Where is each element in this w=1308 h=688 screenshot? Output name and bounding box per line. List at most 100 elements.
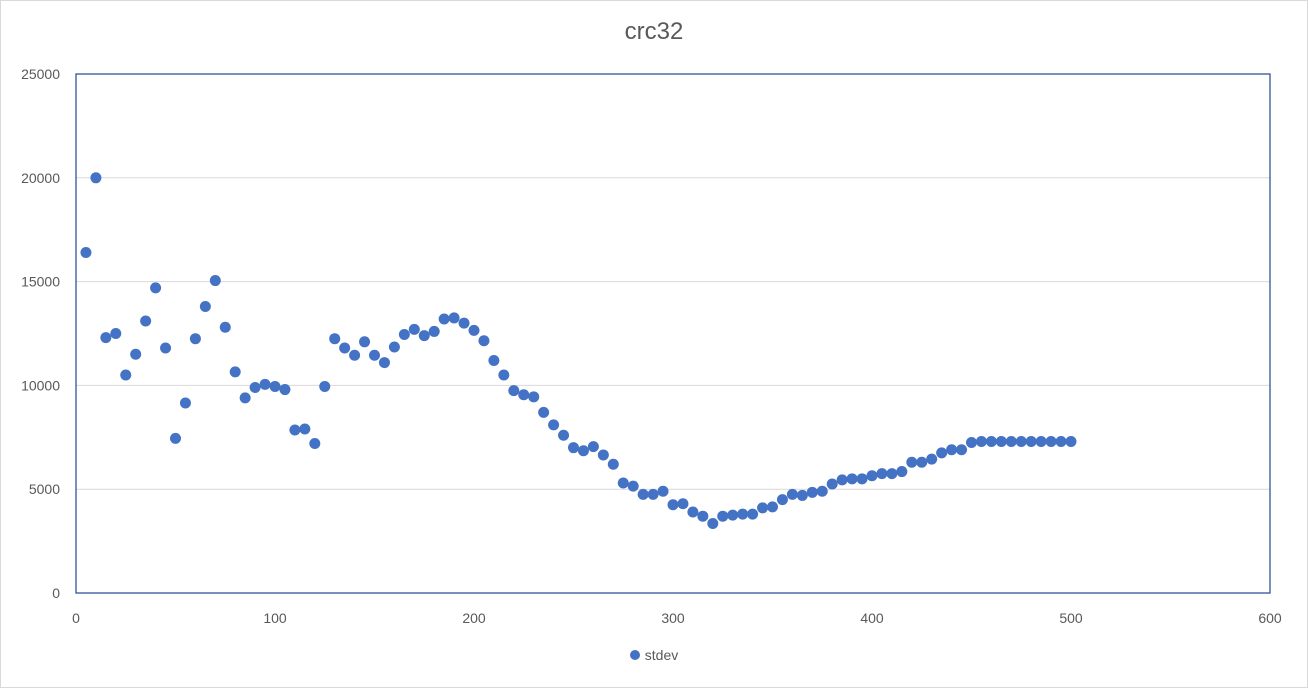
data-point (707, 517, 719, 529)
y-tick-label: 10000 (21, 377, 60, 393)
data-point (528, 391, 540, 403)
data-point (299, 423, 311, 435)
data-point (587, 441, 599, 453)
data-point (548, 419, 560, 431)
data-point (727, 509, 739, 521)
x-tick-label: 300 (661, 610, 685, 626)
data-point (160, 342, 172, 354)
data-point (498, 369, 510, 381)
data-point (846, 473, 858, 485)
data-point (687, 506, 699, 518)
data-point (667, 499, 679, 511)
y-tick-label: 15000 (21, 274, 60, 290)
legend-marker (629, 650, 640, 661)
data-point (229, 366, 241, 378)
data-point (956, 444, 968, 456)
y-tick-label: 5000 (29, 481, 60, 497)
data-point (876, 468, 888, 480)
data-point (239, 392, 251, 404)
data-point (995, 435, 1007, 447)
data-point (717, 510, 729, 522)
data-point (279, 384, 291, 396)
data-point (786, 488, 798, 500)
data-point (558, 429, 570, 441)
data-point (378, 357, 390, 369)
data-point (269, 380, 281, 392)
data-point (627, 480, 639, 492)
data-point (677, 498, 689, 510)
gridlines (76, 177, 1270, 490)
data-point (518, 389, 530, 401)
data-point (199, 301, 211, 313)
data-point (408, 323, 420, 335)
data-point (120, 369, 132, 381)
data-point (836, 474, 848, 486)
data-point (150, 282, 162, 294)
data-point (488, 354, 500, 366)
y-tick-label: 25000 (21, 66, 60, 82)
data-point (90, 172, 102, 184)
data-point (647, 488, 659, 500)
x-tick-label: 400 (860, 610, 884, 626)
data-point (319, 380, 331, 392)
data-point (597, 449, 609, 461)
plot-area-border (75, 73, 1271, 594)
data-point (936, 447, 948, 459)
data-point (189, 333, 201, 345)
data-point (896, 466, 908, 478)
data-point (776, 494, 788, 506)
data-point (329, 333, 341, 345)
legend: stdev (0, 647, 1308, 663)
chart-title: crc32 (624, 18, 684, 45)
data-point (349, 349, 361, 361)
x-tick-labels: 0 100 200 300 400 500 600 (72, 610, 1282, 626)
data-point (886, 468, 898, 480)
y-tick-label: 20000 (21, 170, 60, 186)
data-point (826, 478, 838, 490)
data-point (398, 329, 410, 341)
data-point (697, 510, 709, 522)
x-tick-label: 100 (263, 610, 287, 626)
x-tick-label: 500 (1059, 610, 1083, 626)
data-point (478, 335, 490, 347)
data-point (110, 328, 122, 339)
data-point (130, 348, 142, 360)
data-point (538, 406, 550, 418)
data-point (816, 485, 828, 497)
data-point (577, 445, 589, 457)
data-point (170, 432, 181, 444)
data-point (806, 486, 818, 498)
x-tick-label: 0 (72, 610, 80, 626)
data-point (757, 502, 769, 514)
data-point (926, 453, 938, 465)
data-point (568, 442, 579, 454)
data-point (508, 385, 520, 397)
data-point (369, 349, 380, 361)
data-point (985, 435, 997, 447)
data-point (657, 485, 669, 497)
data-point (249, 381, 261, 393)
y-tick-label: 0 (52, 585, 60, 601)
data-point (747, 508, 759, 520)
data-point (289, 424, 301, 436)
x-tick-label: 600 (1258, 610, 1282, 626)
data-point (1025, 435, 1037, 447)
data-point (866, 470, 878, 482)
data-point (259, 378, 271, 390)
data-point (418, 330, 430, 342)
data-point (946, 444, 958, 456)
legend-label: stdev (644, 647, 679, 663)
data-point (339, 342, 351, 354)
data-point (209, 275, 221, 287)
data-point (1045, 435, 1057, 447)
data-point (1055, 435, 1067, 447)
x-tick-label: 200 (462, 610, 486, 626)
y-tick-labels: 0 5000 10000 15000 20000 25000 (21, 66, 60, 601)
data-point (359, 336, 371, 348)
data-point (1035, 435, 1047, 447)
data-point (448, 312, 460, 324)
data-point (906, 456, 918, 468)
data-point (966, 436, 977, 448)
